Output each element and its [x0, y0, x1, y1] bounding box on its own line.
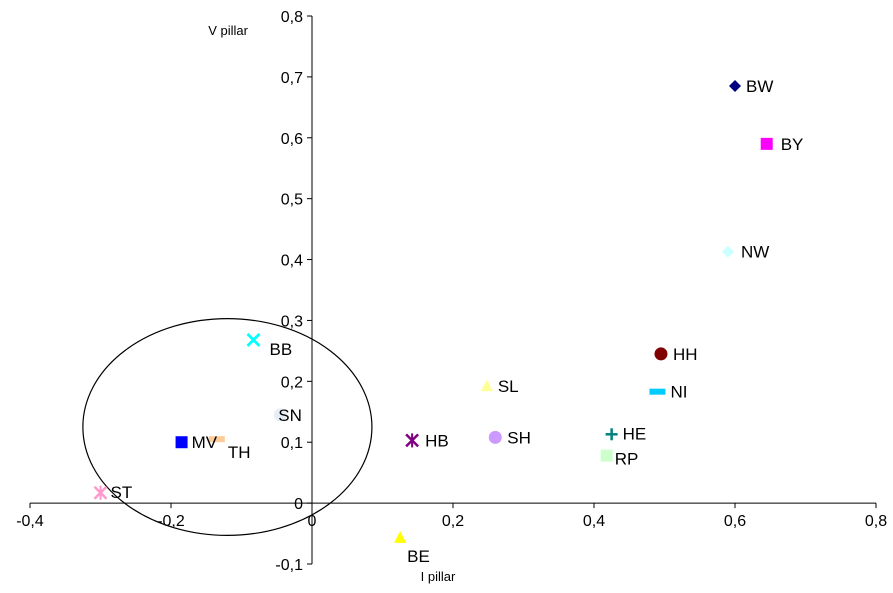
cluster-ellipse — [82, 318, 373, 536]
point-label-bb: BB — [269, 340, 292, 359]
x-axis-title: I pillar — [421, 569, 456, 584]
point-label-mv: MV — [192, 433, 218, 452]
data-point-be: BE — [394, 530, 430, 566]
y-tick-label: 0,8 — [281, 9, 303, 26]
data-point-bb: BB — [246, 332, 292, 359]
data-point-hb: HB — [405, 431, 449, 450]
y-tick-label: 0,3 — [281, 313, 303, 330]
data-point-he: HE — [605, 424, 647, 443]
data-point-th: TH — [208, 436, 251, 462]
y-tick-label: 0 — [294, 496, 303, 513]
data-point-hh: HH — [654, 345, 698, 364]
point-label-ni: NI — [670, 383, 687, 402]
y-tick-label: 0,6 — [281, 131, 303, 148]
point-label-he: HE — [623, 424, 647, 443]
axes: -0,4 -0,2 0 0,2 0,4 0,6 0,8 -0,1 0 0,1 0,2 0,3 0,4 0,… — [16, 9, 887, 574]
point-label-bw: BW — [746, 77, 773, 96]
data-point-ni: NI — [649, 383, 687, 402]
x-tick-label: 0,4 — [583, 513, 605, 530]
x-tick-label: 0,6 — [724, 513, 746, 530]
y-tick-label: 0,7 — [281, 70, 303, 87]
x-tick-label: 0 — [308, 513, 317, 530]
points-layer: BW BY NW HH NI HE RP SH SL HB BE BB SN TH MV ST — [93, 77, 804, 566]
y-tick-label: 0,4 — [281, 253, 303, 270]
y-tick-label: 0,2 — [281, 374, 303, 391]
point-label-hb: HB — [425, 431, 449, 450]
x-tick-label: 0,2 — [442, 513, 464, 530]
point-label-sn: SN — [278, 406, 302, 425]
y-axis-title: V pillar — [208, 23, 248, 38]
point-label-rp: RP — [615, 450, 639, 469]
x-tick-label: -0,2 — [157, 513, 185, 530]
x-tick-label: 0,8 — [865, 513, 887, 530]
data-point-mv: MV — [175, 433, 218, 452]
point-label-nw: NW — [741, 243, 769, 262]
point-label-hh: HH — [673, 345, 698, 364]
y-tick-label: 0,1 — [281, 435, 303, 452]
annotation-layer — [82, 318, 373, 536]
point-label-be: BE — [407, 547, 430, 566]
point-label-th: TH — [228, 443, 251, 462]
y-tick-label: 0,5 — [281, 192, 303, 209]
point-label-st: ST — [111, 483, 133, 502]
point-label-sl: SL — [498, 377, 519, 396]
data-point-rp: RP — [600, 449, 639, 469]
x-tick-label: -0,4 — [16, 513, 44, 530]
y-tick-label: -0,1 — [275, 557, 303, 574]
data-point-nw: NW — [721, 243, 769, 262]
data-point-sn: SN — [273, 406, 302, 425]
data-point-bw: BW — [729, 77, 773, 96]
data-point-sl: SL — [480, 377, 519, 396]
data-point-sh: SH — [488, 428, 531, 447]
data-point-by: BY — [760, 135, 804, 154]
data-point-st: ST — [93, 483, 133, 502]
point-label-by: BY — [781, 135, 804, 154]
point-label-sh: SH — [507, 428, 531, 447]
